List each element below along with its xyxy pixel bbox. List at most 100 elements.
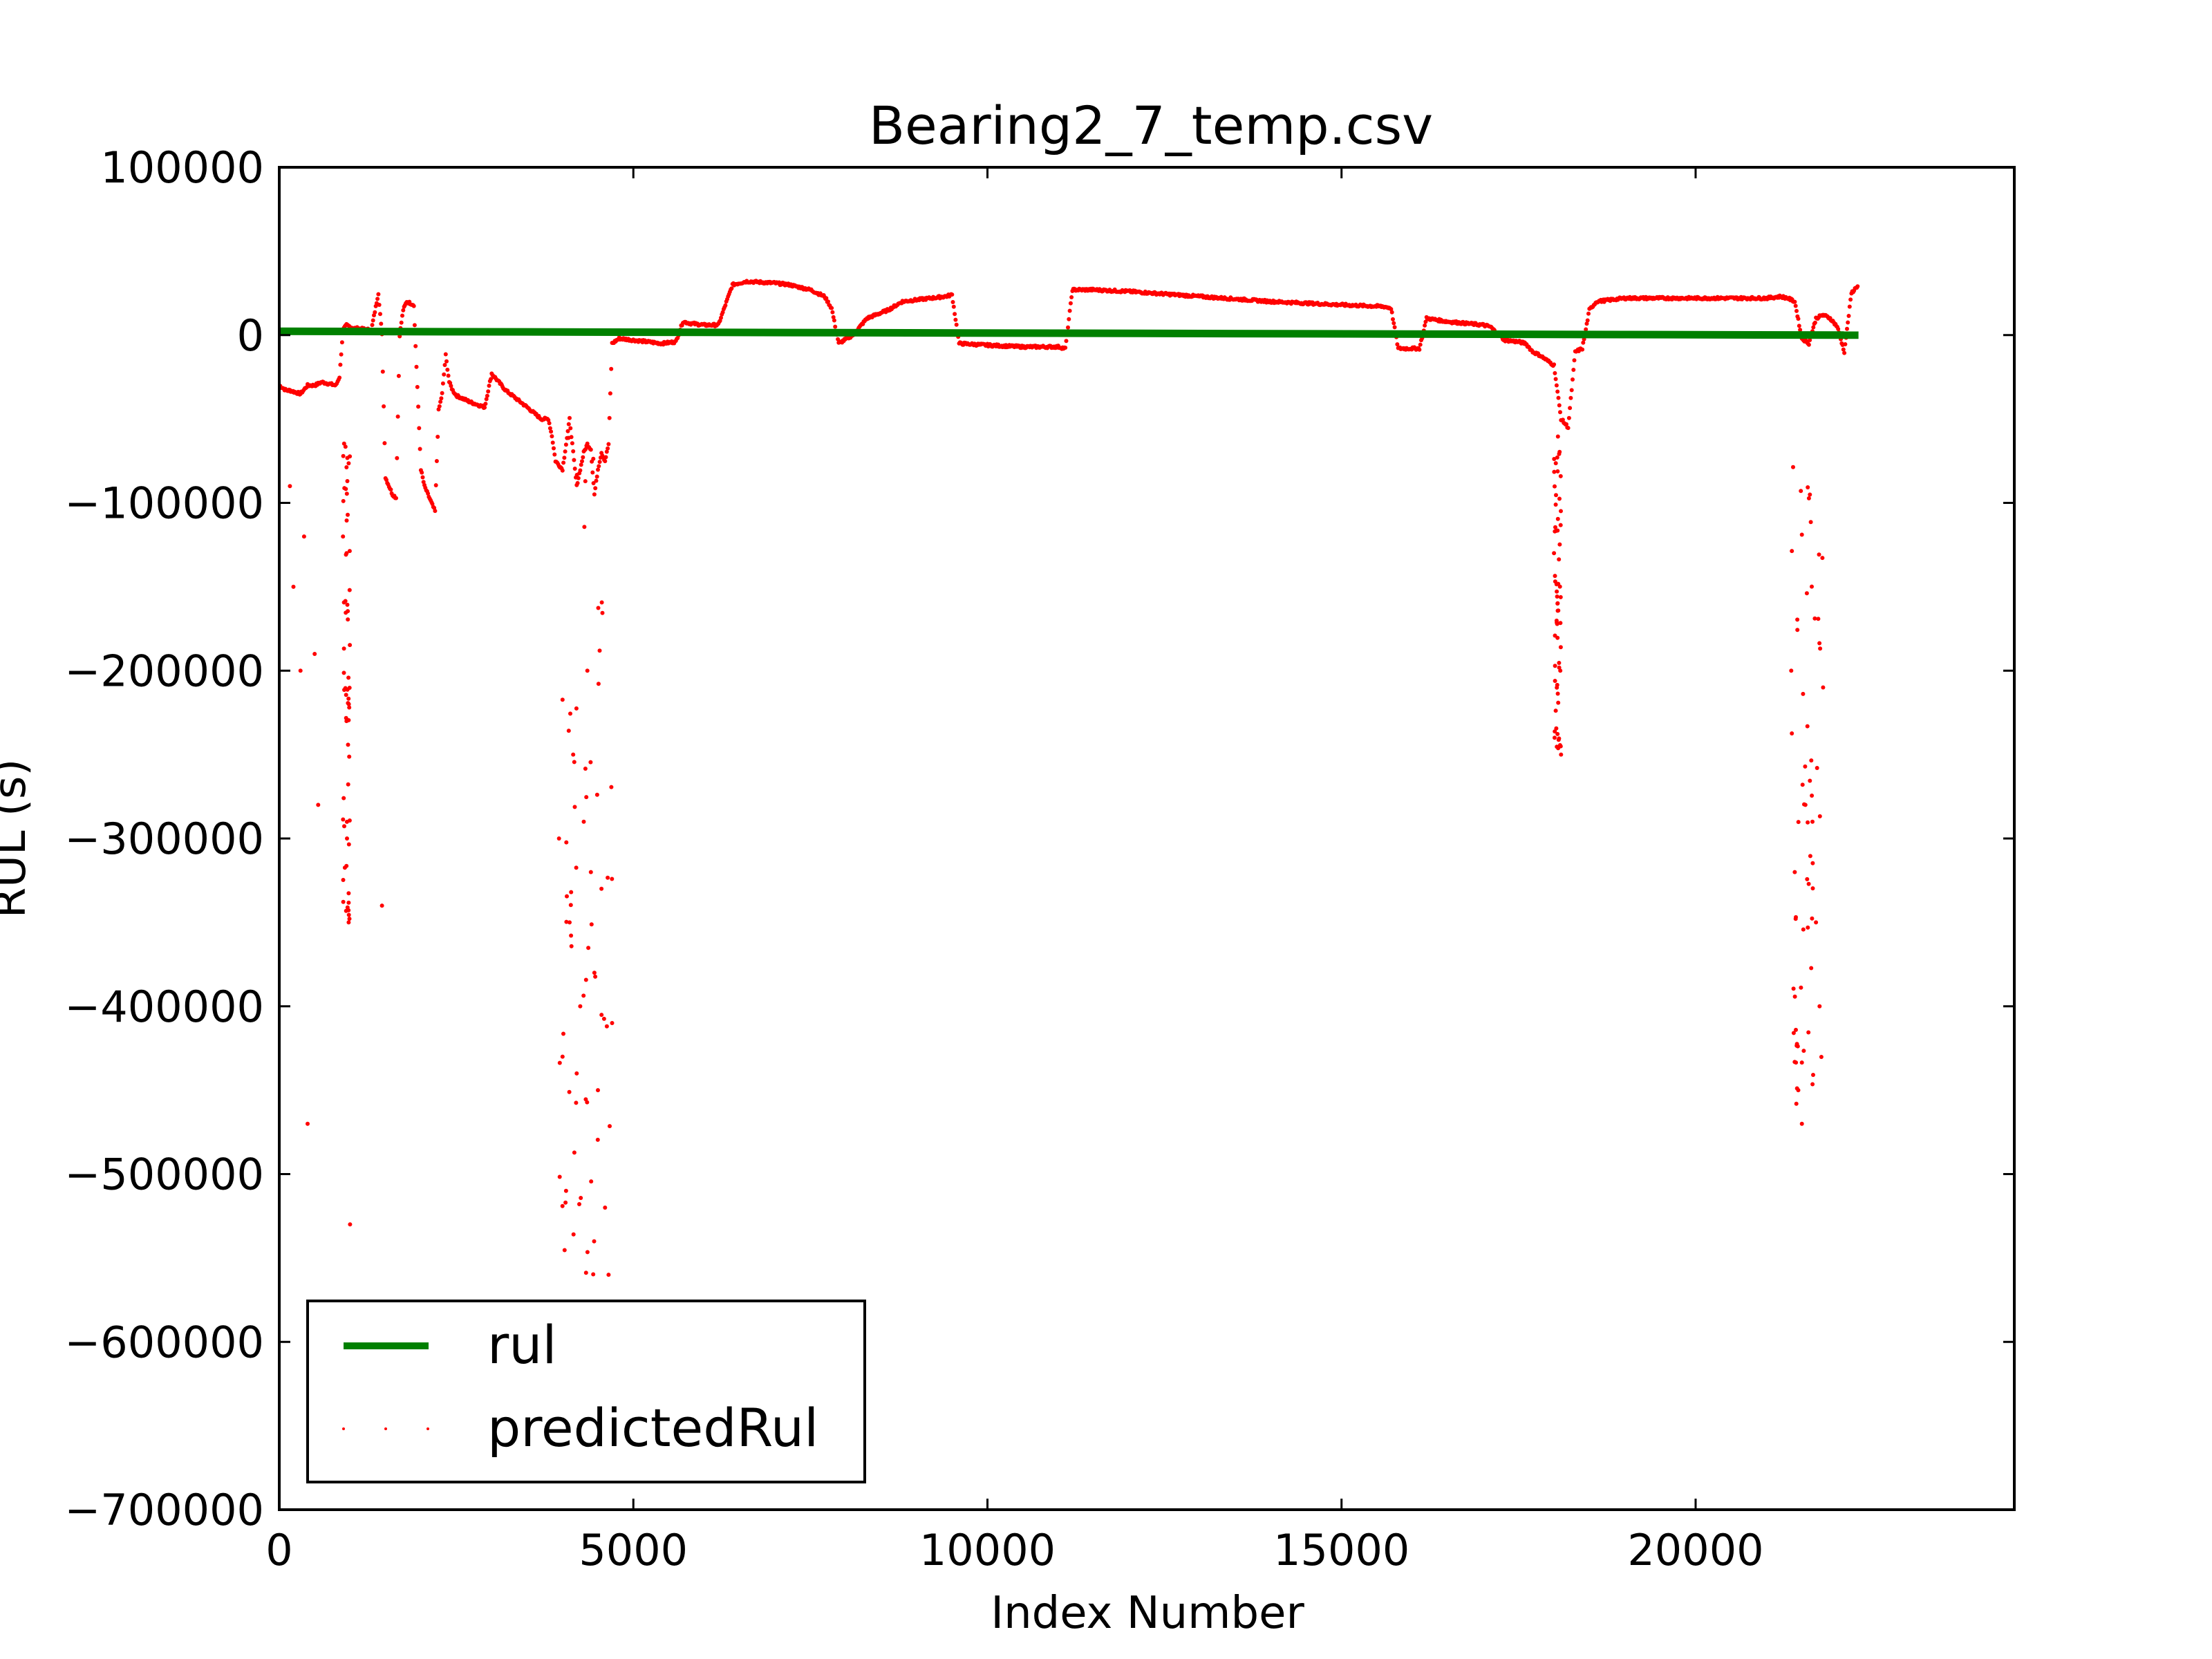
predicted-point bbox=[1553, 377, 1558, 382]
predicted-outlier-point bbox=[569, 933, 574, 938]
predicted-outlier-point bbox=[566, 435, 571, 440]
predicted-outlier-point bbox=[1553, 735, 1557, 740]
predicted-point bbox=[1067, 317, 1071, 321]
predicted-outlier-point bbox=[1554, 493, 1558, 498]
predicted-outlier-point bbox=[1806, 820, 1810, 825]
predicted-point bbox=[1556, 395, 1561, 400]
predicted-outlier-point bbox=[592, 1239, 597, 1244]
predicted-point bbox=[486, 389, 491, 394]
legend: rul predictedRul bbox=[306, 1300, 866, 1483]
predicted-point bbox=[603, 459, 608, 464]
predicted-outlier-point bbox=[1557, 665, 1562, 670]
predicted-outlier-point bbox=[557, 1174, 562, 1179]
predicted-point bbox=[1552, 362, 1557, 367]
predicted-point bbox=[433, 509, 438, 514]
predicted-point bbox=[1395, 342, 1400, 347]
predicted-point bbox=[593, 486, 598, 491]
predicted-outlier-point bbox=[1553, 484, 1557, 489]
predicted-point bbox=[1417, 347, 1422, 352]
predicted-point bbox=[1418, 342, 1423, 347]
predicted-outlier-point bbox=[1558, 621, 1563, 626]
predicted-point bbox=[395, 414, 400, 419]
y-tick-label: −100000 bbox=[64, 478, 264, 529]
predicted-outlier-point bbox=[343, 444, 348, 449]
predicted-outlier-point bbox=[306, 1121, 310, 1126]
predicted-point bbox=[831, 315, 836, 319]
predicted-point bbox=[575, 480, 580, 485]
predicted-point bbox=[604, 449, 609, 454]
predicted-point bbox=[482, 405, 487, 410]
predicted-outlier-point bbox=[341, 453, 346, 458]
predicted-point bbox=[723, 303, 728, 308]
predicted-outlier-point bbox=[1794, 1101, 1799, 1106]
predicted-outlier-point bbox=[346, 461, 351, 466]
predicted-point bbox=[443, 352, 448, 357]
predicted-outlier-point bbox=[1552, 551, 1557, 556]
predicted-outlier-point bbox=[344, 465, 349, 469]
predicted-point bbox=[412, 323, 417, 328]
predicted-outlier-point bbox=[1820, 556, 1825, 561]
predicted-point bbox=[1581, 340, 1586, 345]
x-axis: 0 5000 10000 15000 20000 bbox=[265, 167, 1764, 1575]
predicted-point bbox=[436, 407, 441, 412]
predicted-point bbox=[1553, 371, 1557, 375]
predicted-outlier-point bbox=[1556, 700, 1561, 705]
predicted-outlier-point bbox=[1555, 635, 1560, 640]
predicted-point bbox=[950, 300, 955, 304]
predicted-outlier-point bbox=[348, 643, 353, 648]
predicted-point bbox=[1566, 415, 1571, 420]
x-tick-label: 15000 bbox=[1273, 1525, 1409, 1575]
predicted-outlier-point bbox=[1558, 594, 1563, 599]
predicted-outlier-point bbox=[1802, 802, 1806, 807]
predicted-point bbox=[603, 455, 608, 460]
predicted-point bbox=[414, 364, 419, 369]
predicted-outlier-point bbox=[565, 894, 569, 899]
predicted-outlier-point bbox=[574, 1100, 579, 1105]
predicted-point bbox=[380, 369, 385, 374]
predicted-point bbox=[546, 418, 551, 422]
predicted-point bbox=[1812, 320, 1817, 325]
y-tick-label: 0 bbox=[237, 310, 264, 361]
predicted-outlier-point bbox=[346, 842, 351, 847]
predicted-outlier-point bbox=[1821, 685, 1826, 690]
predicted-outlier-point bbox=[1555, 691, 1560, 696]
predicted-point bbox=[562, 456, 567, 460]
legend-predictedrul-label: predictedRul bbox=[487, 1397, 818, 1459]
predicted-outlier-point bbox=[581, 993, 586, 998]
predicted-point bbox=[1855, 284, 1860, 289]
predicted-outlier-point bbox=[1553, 679, 1557, 683]
predicted-outlier-point bbox=[379, 903, 384, 908]
predicted-point bbox=[552, 452, 557, 457]
predicted-outlier-point bbox=[344, 610, 348, 615]
predicted-outlier-point bbox=[1553, 664, 1557, 668]
predicted-outlier-point bbox=[596, 606, 601, 610]
y-tick-label: −500000 bbox=[64, 1150, 264, 1200]
predicted-point bbox=[581, 455, 585, 460]
predicted-outlier-point bbox=[585, 1100, 590, 1105]
predicted-point bbox=[484, 397, 489, 402]
predicted-point bbox=[950, 292, 955, 297]
predicted-outlier-point bbox=[1555, 608, 1560, 613]
predicted-outlier-point bbox=[344, 491, 349, 496]
predicted-outlier-point bbox=[342, 824, 346, 829]
predicted-outlier-point bbox=[342, 486, 347, 491]
predicted-point bbox=[434, 459, 439, 463]
predicted-outlier-point bbox=[344, 819, 349, 824]
predicted-outlier-point bbox=[1553, 525, 1557, 529]
predicted-point bbox=[609, 366, 614, 371]
predicted-outlier-point bbox=[1553, 709, 1558, 713]
predicted-point bbox=[400, 313, 404, 318]
y-tick-label: −700000 bbox=[64, 1485, 264, 1535]
predicted-outlier-point bbox=[1557, 449, 1562, 454]
predicted-outlier-point bbox=[566, 729, 571, 733]
predicted-outlier-point bbox=[591, 1272, 596, 1277]
predicted-outlier-point bbox=[1801, 927, 1806, 932]
predicted-outlier-point bbox=[1553, 729, 1557, 734]
predicted-point bbox=[1558, 410, 1562, 415]
predicted-outlier-point bbox=[563, 1188, 568, 1193]
predicted-point bbox=[1846, 314, 1851, 318]
predicted-point bbox=[377, 303, 382, 307]
predicted-outlier-point bbox=[316, 803, 321, 807]
predicted-point bbox=[580, 459, 584, 464]
predicted-point bbox=[566, 422, 571, 427]
